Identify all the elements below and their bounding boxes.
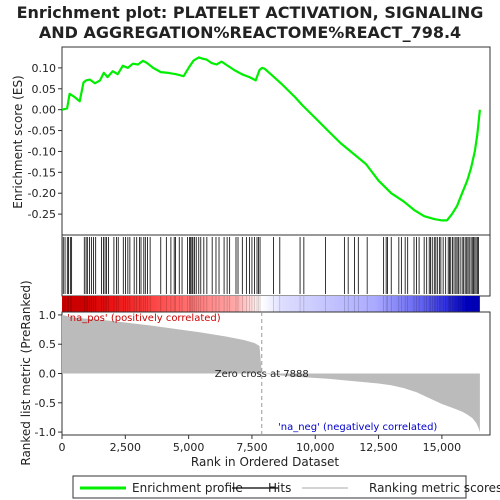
- rank-ytick-label: 0.0: [39, 368, 57, 381]
- xtick-label: 2,500: [110, 441, 142, 454]
- es-ytick-label: 0.05: [32, 83, 57, 96]
- ranking-metric-area: [62, 314, 480, 433]
- enrichment-profile-line: [61, 56, 481, 222]
- chart-title-line2: AND AGGREGATION%REACTOME%REACT_798.4: [39, 23, 461, 42]
- es-ytick-label: -0.25: [28, 208, 56, 221]
- es-ytick-label: -0.05: [28, 125, 56, 138]
- legend-label: Hits: [268, 481, 291, 495]
- es-ytick-label: -0.10: [28, 145, 56, 158]
- xtick-label: 7,500: [236, 441, 268, 454]
- xtick-label: 0: [59, 441, 66, 454]
- legend-box: [72, 475, 467, 499]
- hits-panel: [61, 234, 491, 312]
- es-ytick-label: -0.20: [28, 187, 56, 200]
- rank-panel: 1.0 0.5 0.0 -0.5 -1.0 'na_pos' (positively co…: [35, 309, 491, 454]
- xtick-label: 15,000: [423, 441, 462, 454]
- zero-cross-label: Zero cross at 7888: [215, 369, 309, 380]
- ranking-color-band: [62, 296, 480, 312]
- legend-label: Ranking metric scores: [369, 481, 500, 495]
- rank-ytick-label: -0.5: [35, 397, 56, 410]
- rank-ytick-label: 1.0: [39, 309, 57, 322]
- xtick-label: 5,000: [173, 441, 205, 454]
- xtick-label: 10,000: [296, 441, 335, 454]
- es-ytick-label: 0.10: [32, 62, 57, 75]
- neg-correlated-label: 'na_neg' (negatively correlated): [278, 422, 437, 433]
- es-ytick-label: 0.00: [32, 104, 57, 117]
- rank-ytick-label: -1.0: [35, 426, 56, 439]
- es-ylabel: Enrichment score (ES): [11, 75, 25, 208]
- x-axis-label: Rank in Ordered Dataset: [191, 455, 339, 469]
- xtick-label: 12,500: [359, 441, 398, 454]
- chart-title-line1: Enrichment plot: PLATELET ACTIVATION, SI…: [17, 3, 484, 22]
- es-panel: 0.10 0.05 0.00 -0.05 -0.10 -0.15 -0.20 -0.25: [28, 46, 491, 236]
- es-plot-frame: [61, 46, 491, 236]
- hits-frame: [61, 234, 491, 297]
- pos-correlated-label: 'na_pos' (positively correlated): [67, 313, 221, 324]
- legend-label: Enrichment profile: [132, 481, 243, 495]
- legend: Enrichment profile Hits Ranking metric sco…: [72, 475, 500, 499]
- rank-ylabel: Ranked list metric (PreRanked): [19, 280, 33, 465]
- es-ytick-label: -0.15: [28, 166, 56, 179]
- rank-ytick-label: 0.5: [39, 338, 57, 351]
